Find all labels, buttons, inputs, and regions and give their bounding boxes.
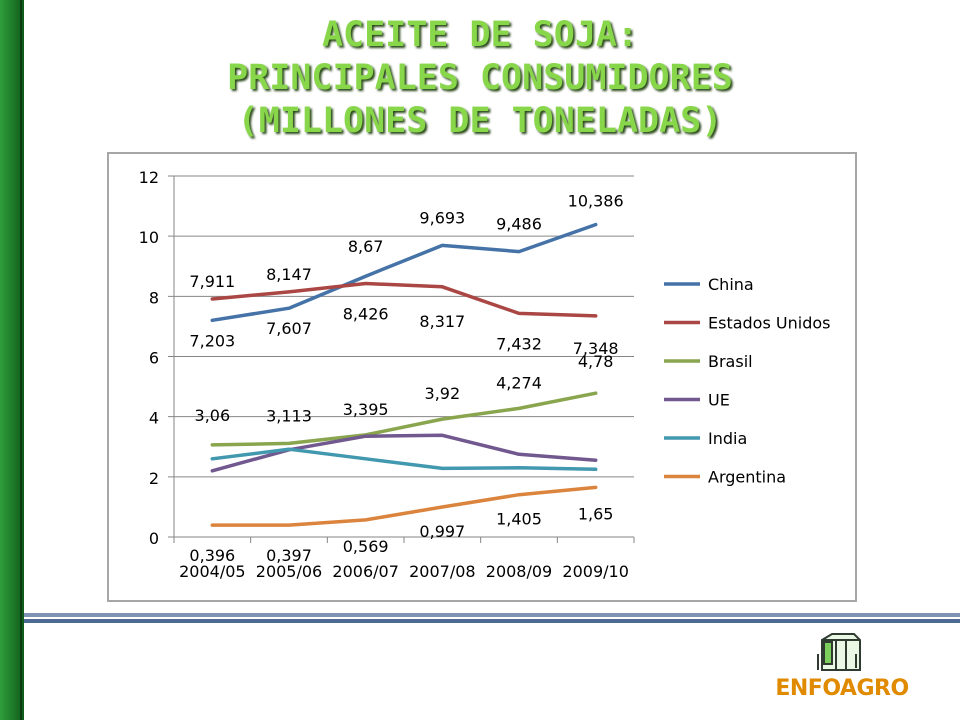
x-tick-label: 2006/07 xyxy=(332,562,398,581)
legend-label: UE xyxy=(708,391,730,410)
data-label: 7,432 xyxy=(496,334,542,353)
slide-title: ACEITE DE SOJA: PRINCIPALES CONSUMIDORES… xyxy=(0,14,960,143)
y-tick-label: 6 xyxy=(149,349,159,368)
x-tick-label: 2008/09 xyxy=(486,562,552,581)
data-label: 3,06 xyxy=(195,406,231,425)
data-label: 0,396 xyxy=(189,546,235,565)
title-line-1: ACEITE DE SOJA: xyxy=(321,15,639,55)
silo-icon xyxy=(817,633,861,671)
legend-label: India xyxy=(708,429,747,448)
x-tick-label: 2005/06 xyxy=(256,562,322,581)
legend-label: China xyxy=(708,275,754,294)
y-tick-label: 10 xyxy=(139,228,159,247)
chart-frame: 0 2 4 6 8 10 12 2004/05 2005/06 2006/07 2007/08 200… xyxy=(107,152,857,602)
data-label: 10,386 xyxy=(568,192,624,211)
logo: ENFOAGRO xyxy=(772,628,912,708)
series-line-ue xyxy=(210,433,598,473)
y-tick-label: 2 xyxy=(149,469,159,488)
data-label: 8,147 xyxy=(266,265,312,284)
data-label: 7,607 xyxy=(266,319,312,338)
y-tick-label: 4 xyxy=(149,409,159,428)
line-chart: 0 2 4 6 8 10 12 2004/05 2005/06 2006/07 2007/08 200… xyxy=(139,168,831,581)
data-label: 3,395 xyxy=(343,400,389,419)
legend-label: Estados Unidos xyxy=(708,314,830,333)
data-label: 3,92 xyxy=(425,384,461,403)
data-label: 4,78 xyxy=(578,352,614,371)
data-label: 1,405 xyxy=(496,510,542,529)
data-label: 7,911 xyxy=(189,272,235,291)
left-accent-bar xyxy=(0,0,24,720)
divider-line-bottom xyxy=(24,619,960,623)
title-line-2: PRINCIPALES CONSUMIDORES xyxy=(227,58,733,98)
logo-text: ENFOAGRO xyxy=(775,676,909,701)
title-line-3: (MILLONES DE TONELADAS) xyxy=(237,101,723,141)
y-tick-label: 0 xyxy=(149,529,159,548)
data-label: 8,67 xyxy=(348,237,384,256)
series-line-india xyxy=(210,447,598,472)
data-label: 1,65 xyxy=(578,504,614,523)
divider-line-top xyxy=(24,613,960,617)
data-label: 9,693 xyxy=(419,208,465,227)
y-tick-label: 12 xyxy=(139,168,159,187)
series-line-estados-unidos xyxy=(210,281,598,318)
x-tick-label: 2009/10 xyxy=(562,562,628,581)
data-label: 4,274 xyxy=(496,373,542,392)
data-label: 8,317 xyxy=(419,312,465,331)
data-label: 0,397 xyxy=(266,546,312,565)
x-tick-label: 2007/08 xyxy=(409,562,475,581)
series-line-china xyxy=(210,222,598,323)
series-line-brasil xyxy=(210,391,598,447)
data-label: 8,426 xyxy=(343,305,389,324)
data-label: 3,113 xyxy=(266,406,312,425)
x-tick-label: 2004/05 xyxy=(179,562,245,581)
data-label: 7,203 xyxy=(189,331,235,350)
series-line-argentina xyxy=(210,485,598,527)
data-label: 9,486 xyxy=(496,215,542,234)
legend-label: Argentina xyxy=(708,468,786,487)
data-label: 0,569 xyxy=(343,537,389,556)
y-tick-label: 8 xyxy=(149,288,159,307)
data-label: 0,997 xyxy=(419,522,465,541)
legend-label: Brasil xyxy=(708,352,753,371)
data-label: 7,348 xyxy=(573,339,619,358)
